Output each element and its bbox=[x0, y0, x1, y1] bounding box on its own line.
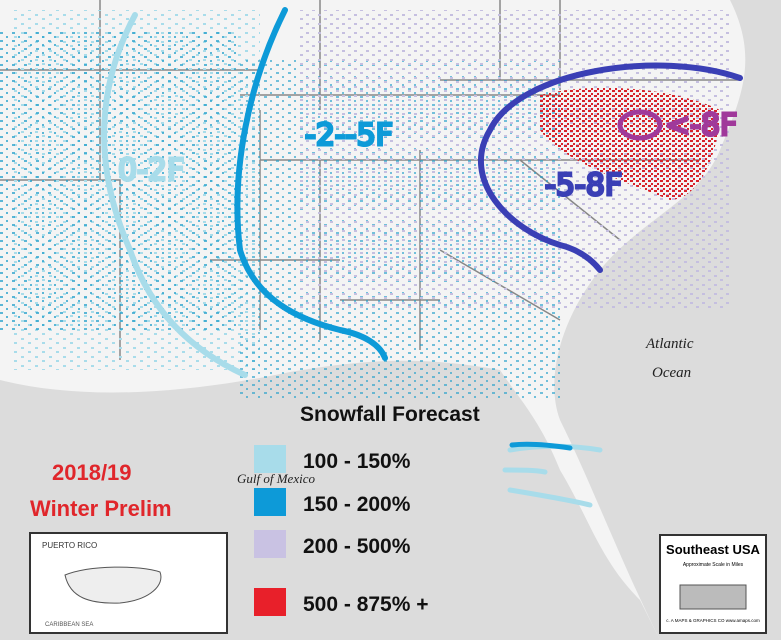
inset-title: PUERTO RICO bbox=[42, 541, 97, 550]
subtitle: Winter Prelim bbox=[30, 496, 172, 521]
legend: 100 - 150% 150 - 200% 200 - 500% 500 - 875%… bbox=[254, 445, 429, 616]
badge-credit: c. A MAPS & GRAPHICS CO www.amaps.com bbox=[666, 618, 760, 623]
water-label: Ocean bbox=[652, 365, 691, 381]
dots-red bbox=[540, 87, 720, 200]
inset: PUERTO RICO CARIBBEAN SEA bbox=[29, 532, 228, 634]
season: 2018/19 bbox=[52, 460, 132, 485]
legend-swatch bbox=[254, 488, 286, 516]
badge: Southeast USA Approximate Scale in Miles… bbox=[659, 534, 767, 634]
inset-sea: CARIBBEAN SEA bbox=[45, 622, 93, 628]
badge-title: Southeast USA bbox=[666, 542, 761, 557]
water-label: Atlantic bbox=[645, 336, 694, 352]
legend-label: 150 - 200% bbox=[303, 493, 411, 516]
water-label: Gulf of Mexico bbox=[237, 471, 315, 486]
badge-scale: Approximate Scale in Miles bbox=[683, 562, 744, 568]
legend-swatch bbox=[254, 445, 286, 473]
annotation: -2--5F bbox=[305, 118, 393, 153]
annotation: -5-8F bbox=[545, 168, 622, 203]
legend-title: Snowfall Forecast bbox=[300, 403, 480, 426]
legend-label: 100 - 150% bbox=[303, 450, 411, 473]
legend-label: 500 - 875% + bbox=[303, 593, 429, 616]
legend-swatch bbox=[254, 588, 286, 616]
contours bbox=[101, 7, 743, 508]
dots-blue bbox=[0, 30, 240, 330]
annotation: <-8F bbox=[665, 108, 737, 143]
legend-swatch bbox=[254, 530, 286, 558]
legend-label: 200 - 500% bbox=[303, 535, 411, 558]
annotation: 0-2F bbox=[118, 153, 184, 188]
